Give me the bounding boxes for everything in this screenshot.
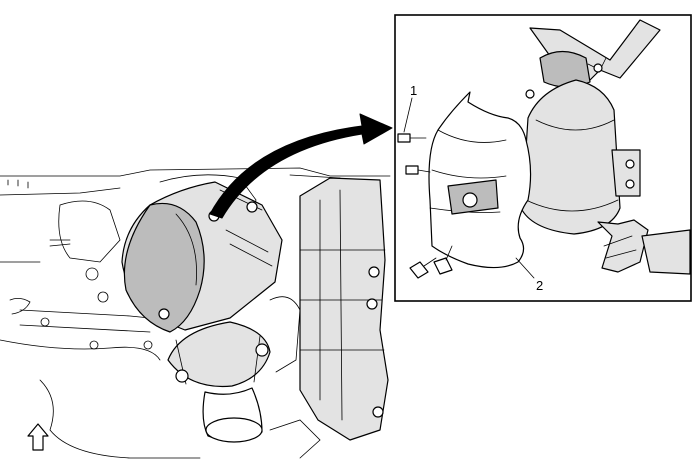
bolt-icon bbox=[409, 257, 437, 279]
bolt-icon bbox=[433, 245, 453, 275]
engine-bay-view bbox=[0, 167, 391, 459]
callout-1-label: 1 bbox=[410, 83, 417, 98]
heat-shield-bolts bbox=[397, 133, 453, 279]
catalytic-converter-detail bbox=[521, 19, 691, 275]
subframe bbox=[269, 177, 389, 459]
bolt-icon bbox=[405, 165, 431, 175]
inset-detail-view: 1 2 bbox=[394, 14, 692, 302]
catalytic-converter-main bbox=[121, 181, 283, 333]
callout-2-label: 2 bbox=[536, 278, 543, 293]
callout-1-leader bbox=[403, 97, 413, 133]
front-arrow-icon bbox=[27, 423, 49, 451]
curved-arrow-icon bbox=[209, 113, 393, 219]
exhaust-down-pipe bbox=[167, 321, 271, 443]
callout-2-leader bbox=[515, 257, 535, 279]
bolt-icon bbox=[397, 133, 427, 143]
heat-shield bbox=[428, 91, 532, 269]
